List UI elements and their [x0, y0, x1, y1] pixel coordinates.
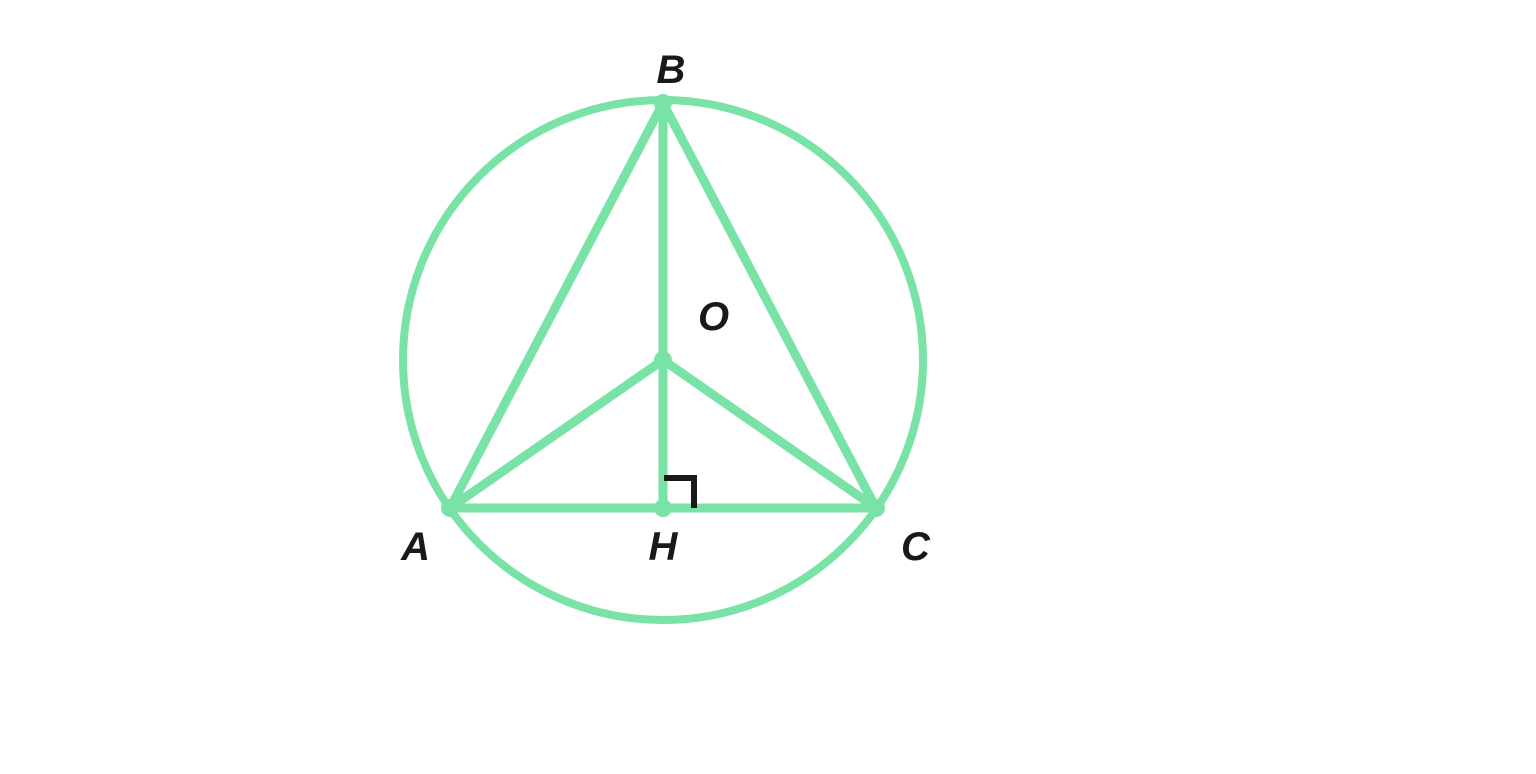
- label-B: B: [657, 48, 686, 92]
- label-A: A: [400, 525, 430, 569]
- label-H: H: [649, 525, 679, 569]
- background: [0, 0, 1536, 774]
- point-H: [654, 499, 672, 517]
- point-O: [654, 351, 672, 369]
- label-O: O: [698, 295, 729, 339]
- geometry-diagram: B O H A C: [0, 0, 1536, 774]
- point-A: [441, 499, 459, 517]
- label-C: C: [901, 525, 931, 569]
- point-C: [867, 499, 885, 517]
- point-B: [654, 94, 672, 112]
